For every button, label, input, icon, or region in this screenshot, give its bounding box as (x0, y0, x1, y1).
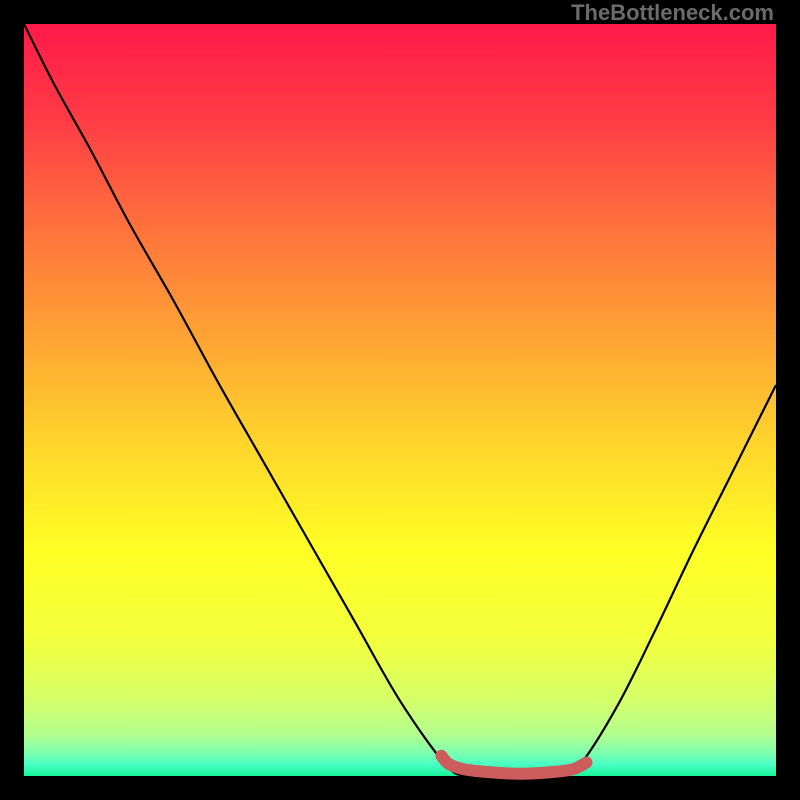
chart-svg (0, 0, 800, 800)
chart-background-gradient (24, 24, 776, 776)
watermark-text: TheBottleneck.com (571, 0, 774, 26)
chart-frame: TheBottleneck.com (0, 0, 800, 800)
